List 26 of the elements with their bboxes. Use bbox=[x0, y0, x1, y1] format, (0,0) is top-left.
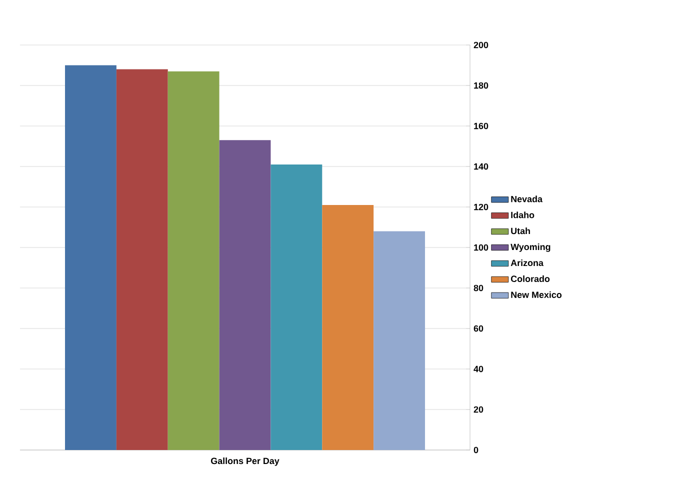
bar bbox=[322, 204, 374, 450]
legend-label: Nevada bbox=[511, 196, 543, 202]
legend-label: Wyoming bbox=[510, 244, 550, 252]
y-tick-label: 140 bbox=[474, 163, 488, 170]
y-tick-label: 120 bbox=[474, 204, 488, 210]
y-tick-label: 80 bbox=[474, 284, 484, 292]
legend-label: Idaho bbox=[511, 212, 534, 218]
bar bbox=[65, 65, 116, 450]
x-tick-label: Gallons Per Day bbox=[210, 458, 280, 466]
y-tick-label: 0 bbox=[474, 446, 478, 454]
y-tick-label: 40 bbox=[474, 366, 484, 372]
y-tick-label: 60 bbox=[474, 325, 484, 332]
legend-label: New Mexico bbox=[511, 291, 562, 298]
legend-label: Arizona bbox=[510, 259, 544, 266]
y-tick-label: 160 bbox=[474, 122, 488, 130]
y-tick-label: 20 bbox=[474, 406, 484, 413]
bar bbox=[168, 71, 220, 450]
y-tick-label: 200 bbox=[474, 42, 488, 48]
legend-label: Utah bbox=[511, 228, 530, 234]
bar bbox=[116, 69, 168, 450]
y-tick-label: 100 bbox=[474, 244, 488, 251]
bar bbox=[270, 164, 322, 450]
bar bbox=[219, 140, 271, 450]
y-tick-label: 180 bbox=[474, 82, 488, 89]
legend-label: Colorado bbox=[510, 275, 550, 282]
bar bbox=[374, 231, 426, 450]
